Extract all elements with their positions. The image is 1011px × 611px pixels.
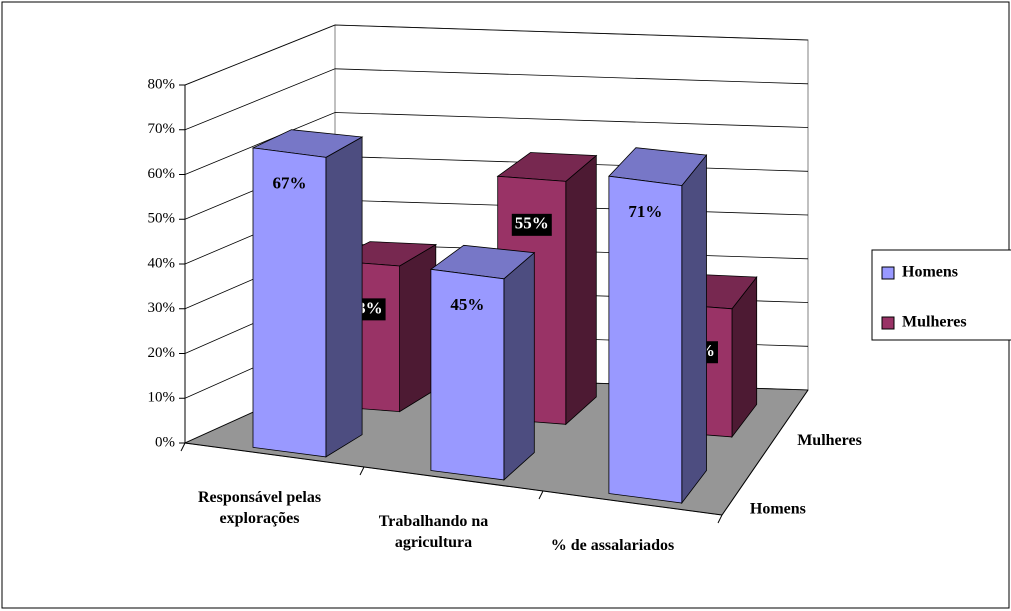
grid-line [184, 24, 809, 86]
legend-label: Homens [902, 264, 958, 281]
data-label: 45% [450, 295, 484, 314]
bar [429, 244, 536, 481]
y-tick-label: 30% [148, 300, 176, 316]
legend-swatch [881, 316, 895, 330]
x-tick [538, 490, 544, 500]
grid-line [184, 68, 809, 131]
bar [251, 129, 364, 458]
y-tick-label: 50% [148, 211, 176, 227]
bar-side [399, 243, 437, 413]
y-tick-label: 10% [148, 390, 176, 406]
y-tick-label: 0% [155, 434, 175, 450]
bar-front [608, 175, 683, 504]
bar-side [681, 153, 707, 505]
legend-box [871, 249, 1011, 341]
data-label-bg [511, 213, 552, 236]
y-tick-label: 60% [148, 166, 176, 182]
data-label: 71% [628, 202, 662, 221]
y-tick-label: 20% [148, 345, 176, 361]
y-tick-label: 40% [148, 255, 176, 271]
data-label: 55% [515, 214, 549, 233]
bar-front [252, 147, 327, 458]
x-tick-label: Trabalhando na agricultura [378, 513, 489, 551]
depth-label: Homens [750, 501, 806, 518]
bar-side [503, 251, 535, 481]
grid-line [184, 112, 809, 175]
legend-label: Mulheres [902, 314, 967, 331]
depth-label: Mulheres [797, 432, 862, 449]
x-tick [717, 514, 723, 524]
y-tick-label: 70% [148, 121, 176, 137]
bar-front [430, 268, 505, 481]
x-tick-label: % de assalariados [550, 537, 675, 554]
y-tick-label: 80% [148, 76, 176, 92]
x-axis [184, 442, 723, 516]
x-tick [359, 466, 365, 476]
bar-side [565, 154, 597, 426]
data-label: 67% [272, 174, 306, 193]
bar [608, 147, 708, 505]
x-tick-label: Responsável pelas explorações [197, 489, 322, 527]
x-tick [180, 442, 186, 452]
legend-swatch [881, 266, 895, 280]
bar-side [325, 136, 363, 458]
depth-axis [721, 389, 809, 516]
